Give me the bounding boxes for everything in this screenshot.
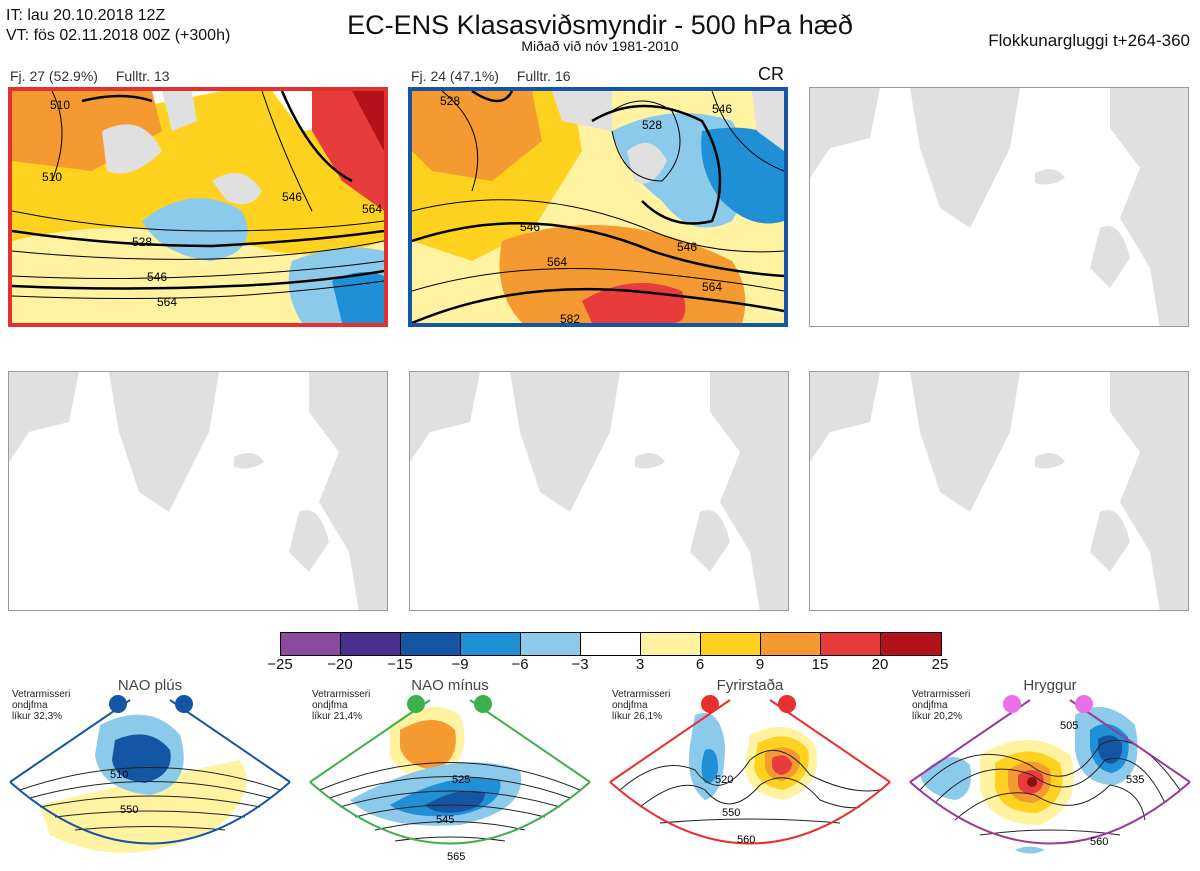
regime-season: Vetrarmisseri: [312, 689, 371, 700]
regime-probability: Vetrarmisseri ondjfma líkur 26,1%: [612, 689, 670, 722]
regime-prob-value: líkur 21,4%: [312, 711, 363, 722]
regime-contour-label: 560: [1090, 836, 1108, 848]
regime-pattern: ondjfma: [912, 700, 948, 711]
regime-contour-label: 545: [436, 814, 454, 826]
regime-name: Fyrirstaða: [716, 677, 784, 694]
regime-name: NAO plús: [117, 677, 183, 694]
cluster-2-map: 528 528 546 546 564 564 582 546: [408, 87, 788, 327]
cluster-1-contour-label: 510: [42, 170, 62, 184]
regime-prob-value: líkur 20,2%: [912, 711, 963, 722]
colorbar-swatch: [461, 633, 521, 655]
cluster-2-contour-label: 546: [520, 220, 540, 234]
regime-season: Vetrarmisseri: [12, 689, 71, 700]
cluster-1-map: 510 510 528 546 546 564 564: [8, 87, 388, 327]
colorbar-tick-label: −6: [511, 656, 529, 673]
colorbar-tick-label: −9: [451, 656, 469, 673]
regime-pattern: ondjfma: [312, 700, 348, 711]
cluster-1-contour-label: 564: [157, 295, 177, 309]
regime-prob-value: líkur 26,1%: [612, 711, 663, 722]
cluster-2-contour-label: 528: [642, 118, 662, 132]
empty-map-panel: [809, 87, 1189, 327]
regime-name: NAO mínus: [411, 677, 489, 694]
valid-time: VT: fös 02.11.2018 00Z (+300h): [6, 27, 231, 44]
cluster-2-contour-label: 564: [547, 255, 567, 269]
regime-contour-label: 525: [452, 774, 470, 786]
regime-contour-label: 550: [120, 804, 138, 816]
colorbar-swatch: [581, 633, 641, 655]
cluster-2-contour-label: 546: [712, 102, 732, 116]
colorbar-tick-label: 6: [695, 656, 705, 673]
regime-nao-plus: NAO plús Vetrarmisseri ondjfma líkur 32,…: [0, 675, 300, 871]
cluster-2-contour-label: 546: [677, 240, 697, 254]
colorbar-swatch: [281, 633, 341, 655]
regime-probability: Vetrarmisseri ondjfma líkur 32,3%: [12, 689, 70, 722]
cluster-1-caption: Fj. 27 (52.9%) Fulltr. 13: [10, 68, 184, 84]
colorbar-swatch: [701, 633, 761, 655]
regime-contour-label: 520: [715, 774, 733, 786]
cluster-1-contour-label: 510: [50, 98, 70, 112]
empty-map-panel: [409, 371, 789, 611]
regime-prob-value: líkur 32,3%: [12, 711, 63, 722]
colorbar-tick-label: −3: [571, 656, 589, 673]
header-info: IT: lau 20.10.2018 12Z VT: fös 02.11.201…: [6, 6, 230, 46]
colorbar-swatch: [881, 633, 941, 655]
colorbar-tick-label: −25: [267, 656, 293, 673]
cluster-2-contour-label: 564: [702, 280, 722, 294]
regime-probability: Vetrarmisseri ondjfma líkur 20,2%: [912, 689, 970, 722]
regime-contour-label: 550: [722, 807, 740, 819]
regime-season: Vetrarmisseri: [612, 689, 671, 700]
anomaly-colorbar: [280, 632, 942, 656]
empty-map-panel: [8, 371, 388, 611]
colorbar-tick-label: 3: [635, 656, 645, 673]
colorbar-swatch: [821, 633, 881, 655]
colorbar-swatch: [341, 633, 401, 655]
cluster-1-contour-label: 564: [362, 202, 382, 216]
cluster-2-contour-label: 528: [440, 94, 460, 108]
cluster-2-caption: Fj. 24 (47.1%) Fulltr. 16: [411, 68, 585, 84]
regime-probability: Vetrarmisseri ondjfma líkur 21,4%: [312, 689, 370, 722]
colorbar-swatch: [641, 633, 701, 655]
cluster-1-contour-label: 546: [282, 190, 302, 204]
regime-season: Vetrarmisseri: [912, 689, 971, 700]
cluster-1-frequency: Fj. 27 (52.9%): [10, 68, 98, 84]
page-subtitle: Miðað við nóv 1981-2010: [521, 38, 679, 54]
empty-map-panel: [809, 371, 1189, 611]
colorbar-tick-label: 25: [931, 656, 949, 673]
regime-pattern: ondjfma: [612, 700, 648, 711]
regime-contour-label: 565: [447, 851, 465, 863]
regime-pattern: ondjfma: [12, 700, 48, 711]
initial-time: IT: lau 20.10.2018 12Z: [6, 7, 166, 24]
colorbar-tick-label: −15: [387, 656, 413, 673]
cluster-1-contour-label: 546: [147, 270, 167, 284]
regime-nao-minus: NAO mínus Vetrarmisseri ondjfma líkur 21…: [300, 675, 600, 871]
cluster-2-tag: CR: [758, 64, 784, 84]
colorbar-tick-label: −20: [327, 656, 353, 673]
colorbar-tick-label: 9: [755, 656, 765, 673]
regime-contour-label: 560: [737, 834, 755, 846]
page-title: EC-ENS Klasasviðsmyndir - 500 hPa hæð: [347, 10, 853, 40]
classification-window: Flokkunargluggi t+264-360: [988, 31, 1190, 50]
regime-contour-label: 505: [1060, 720, 1078, 732]
cluster-2-contour-label: 582: [560, 312, 580, 323]
cluster-2-frequency: Fj. 24 (47.1%): [411, 68, 499, 84]
regime-contour-label: 535: [1126, 774, 1144, 786]
cluster-2-representative: Fulltr. 16: [516, 68, 571, 84]
cluster-1-contour-label: 528: [132, 235, 152, 249]
colorbar-swatch: [521, 633, 581, 655]
regime-contour-label: 510: [110, 769, 128, 781]
colorbar-swatch: [761, 633, 821, 655]
cluster-1-representative: Fulltr. 13: [115, 68, 170, 84]
regime-ridge: Hryggur Vetrarmisseri ondjfma líkur 20,2…: [900, 675, 1200, 871]
regime-blocking: Fyrirstaða Vetrarmisseri ondjfma líkur 2…: [600, 675, 900, 871]
colorbar-tick-label: 15: [811, 656, 829, 673]
colorbar-swatch: [401, 633, 461, 655]
regime-name: Hryggur: [1023, 677, 1077, 694]
colorbar-tick-label: 20: [871, 656, 889, 673]
